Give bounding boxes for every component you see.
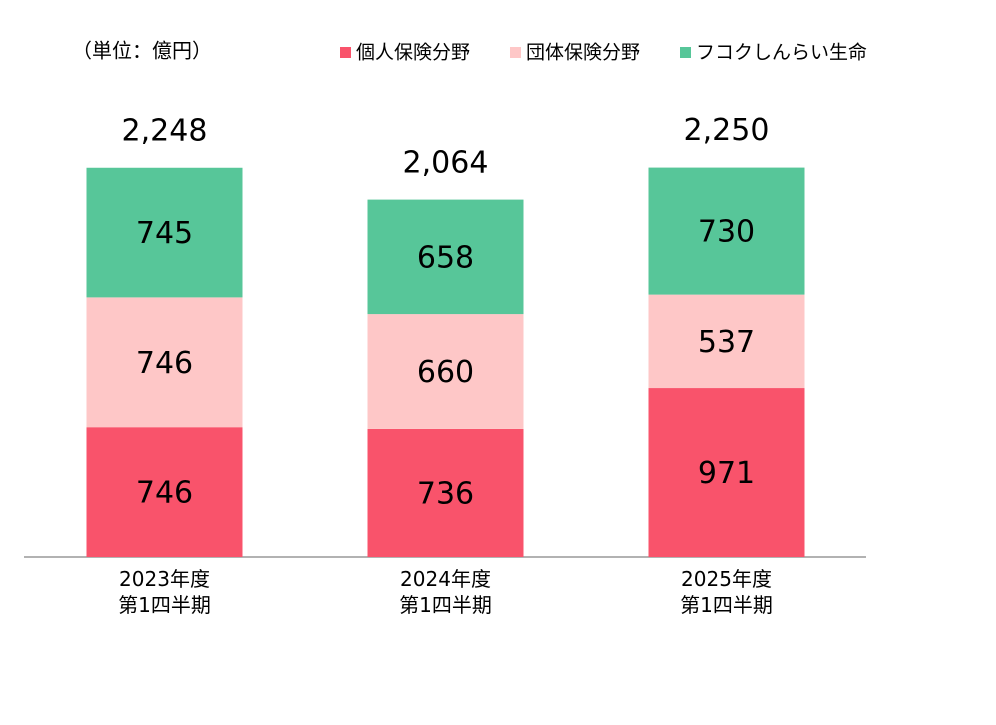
value-label: 658 (417, 240, 474, 275)
x-tick-label: 2024年度 第1四半期 (399, 567, 492, 617)
legend-label: フコクしんらい生命 (696, 42, 867, 64)
x-tick-label: 2025年度 第1四半期 (680, 567, 773, 617)
bar-segment (86, 167, 243, 298)
legend-swatch (680, 47, 691, 58)
value-label: 736 (417, 476, 474, 511)
x-tick-label: 2023年度 第1四半期 (118, 567, 211, 617)
value-label: 746 (136, 476, 193, 511)
total-label: 2,064 (403, 145, 489, 180)
value-label: 660 (417, 355, 474, 390)
value-label: 537 (698, 325, 755, 360)
bar-segment (648, 167, 805, 295)
bar-segment (648, 294, 805, 389)
total-label: 2,248 (122, 113, 208, 148)
legend-label: 個人保険分野 (356, 42, 470, 64)
chart-title: （単位：億円） (72, 39, 212, 63)
legend-swatch (510, 47, 521, 58)
bar-segment (648, 388, 805, 557)
total-label: 2,250 (684, 113, 770, 148)
legend-swatch (340, 47, 351, 58)
bar-segment (367, 428, 524, 557)
bar-segment (86, 427, 243, 557)
value-label: 730 (698, 215, 755, 250)
legend-label: 団体保険分野 (526, 42, 640, 64)
bar-segment (367, 314, 524, 429)
value-label: 971 (698, 456, 755, 491)
bar-segment (86, 297, 243, 428)
bar-segment (367, 199, 524, 315)
value-label: 745 (136, 216, 193, 251)
value-label: 746 (136, 346, 193, 381)
